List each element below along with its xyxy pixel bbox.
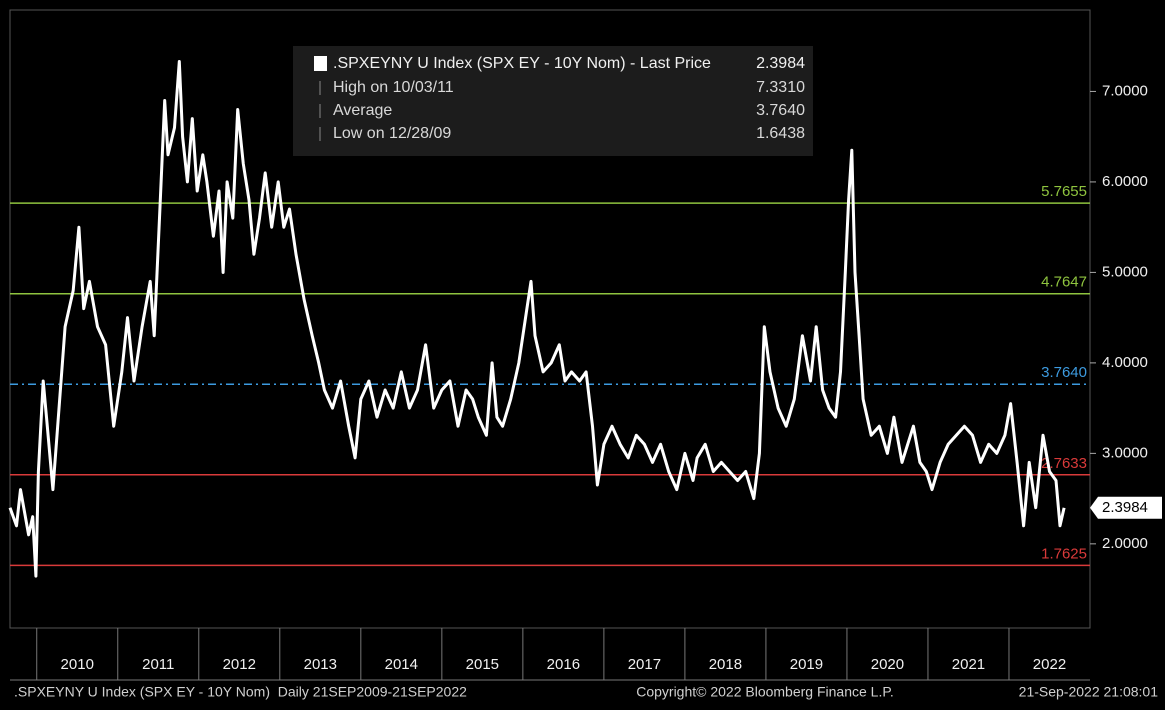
x-tick-label: 2016 [547, 656, 580, 673]
legend-row-label: High on 10/03/11 [333, 79, 454, 96]
x-tick-label: 2022 [1033, 656, 1066, 673]
reference-label: 5.7655 [1041, 183, 1087, 200]
legend-row-label: Average [333, 102, 392, 119]
x-tick-label: 2018 [709, 656, 742, 673]
reference-label: 2.7633 [1041, 455, 1087, 472]
x-tick-label: 2013 [304, 656, 337, 673]
x-tick-label: 2014 [385, 656, 418, 673]
legend-background [293, 46, 813, 156]
legend-swatch [314, 56, 327, 71]
reference-label: 4.7647 [1041, 274, 1087, 291]
y-tick-label: 2.0000 [1102, 535, 1148, 552]
y-tick-label: 4.0000 [1102, 354, 1148, 371]
legend-row-value: 3.7640 [756, 102, 805, 119]
y-tick-label: 5.0000 [1102, 263, 1148, 280]
x-tick-label: 2010 [61, 656, 94, 673]
x-tick-label: 2012 [223, 656, 256, 673]
x-tick-label: 2011 [142, 656, 174, 673]
footer-text: .SPXEYNY U Index (SPX EY - 10Y Nom) Dail… [14, 684, 467, 700]
legend-row-value: 1.6438 [756, 125, 805, 142]
y-tick-label: 7.0000 [1102, 82, 1148, 99]
x-tick-label: 2017 [628, 656, 661, 673]
y-tick-label: 6.0000 [1102, 173, 1148, 190]
reference-label: 1.7625 [1041, 545, 1087, 562]
legend-box: .SPXEYNY U Index (SPX EY - 10Y Nom) - La… [293, 46, 813, 156]
x-tick-label: 2020 [871, 656, 904, 673]
last-price-label: 2.3984 [1102, 499, 1148, 516]
plot-frame [9, 9, 1091, 629]
y-tick-label: 3.0000 [1102, 444, 1148, 461]
x-tick-label: 2021 [952, 656, 985, 673]
x-tick-label: 2019 [790, 656, 823, 673]
footer-text: Copyright© 2022 Bloomberg Finance L.P. [636, 684, 894, 700]
x-tick-label: 2015 [466, 656, 499, 673]
legend-row-label: Low on 12/28/09 [333, 125, 451, 142]
price-line [8, 60, 1066, 578]
legend-row-value: 7.3310 [756, 79, 805, 96]
last-price-badge [1090, 496, 1162, 519]
footer-text: 21-Sep-2022 21:08:01 [1019, 684, 1159, 700]
reference-label: 3.7640 [1041, 364, 1087, 381]
legend-title: .SPXEYNY U Index (SPX EY - 10Y Nom) - La… [333, 55, 711, 72]
legend-last-price: 2.3984 [756, 55, 805, 72]
